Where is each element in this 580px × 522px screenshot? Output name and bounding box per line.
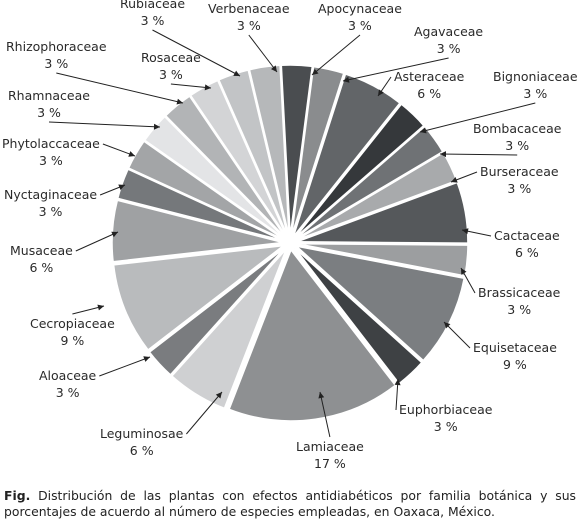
leader-arrowhead-leguminosae — [215, 392, 222, 399]
leader-arrowhead-lamiaceae — [318, 392, 325, 399]
leader-arrowhead-cactaceae — [462, 228, 469, 235]
pie-slice-apocynaceae — [280, 64, 314, 237]
leader-line-apocynaceae — [311, 34, 361, 76]
leader-arrowhead-asteraceae — [378, 89, 384, 96]
leader-line-rhizophoraceae — [56, 72, 184, 104]
slice-label-verbenaceae: Verbenaceae 3 % — [208, 1, 290, 33]
slice-label-rhamnaceae: Rhamnaceae 3 % — [8, 88, 90, 120]
leader-arrowhead-rhizophoraceae — [176, 98, 183, 105]
pie-slice-rhizophoraceae — [164, 95, 287, 239]
pie-slice-bignoniaceae — [294, 103, 425, 239]
leader-arrowhead-rubiaceae — [233, 70, 240, 76]
pie-slice-agavaceae — [290, 65, 345, 237]
slice-label-cecropiaceae: Cecropiaceae 9 % — [30, 316, 115, 348]
slice-label-equisetaceae: Equisetaceae 9 % — [473, 340, 557, 372]
slice-label-lamiaceae: Lamiaceae 17 % — [296, 439, 364, 470]
pie-slice-verbenaceae — [248, 64, 290, 237]
leader-arrowhead-brassicaceae — [461, 268, 467, 275]
leader-arrowhead-euphorbiaceae — [394, 379, 401, 386]
slice-label-asteraceae: Asteraceae 6 % — [394, 69, 465, 101]
slice-label-cactaceae: Cactaceae 6 % — [494, 228, 560, 260]
slice-label-apocynaceae: Apocynaceae 3 % — [318, 1, 402, 33]
slice-label-aloaceae: Aloaceae 3 % — [39, 368, 97, 400]
leader-arrowhead-rosaceae — [204, 84, 211, 91]
leader-arrowhead-bombacaceae — [440, 151, 446, 158]
leader-line-aloaceae — [99, 356, 151, 377]
caption-prefix: Fig. — [4, 488, 31, 503]
leader-line-bombacaceae — [439, 153, 518, 156]
leader-arrowhead-rhamnaceae — [153, 123, 160, 130]
pie-slice-phytolaccaceae — [127, 140, 285, 241]
slice-label-leguminosae: Leguminosae 6 % — [100, 426, 184, 458]
leader-arrowhead-aloaceae — [143, 356, 150, 362]
slice-label-rubiaceae: Rubiaceae 3 % — [120, 0, 185, 28]
leader-arrowhead-nyctaginaceae — [118, 184, 125, 190]
leader-arrowhead-cecropiaceae — [97, 304, 104, 311]
slice-label-bignoniaceae: Bignoniaceae 3 % — [493, 69, 578, 101]
leader-arrowhead-musaceae — [111, 231, 118, 238]
slice-label-brassicaceae: Brassicaceae 3 % — [478, 285, 561, 317]
leader-line-equisetaceae — [443, 321, 471, 349]
pie-slice-cecropiaceae — [112, 244, 287, 352]
leader-arrowhead-verbenaceae — [271, 65, 277, 72]
leader-arrowhead-apocynaceae — [312, 68, 319, 75]
pie-slice-musaceae — [111, 199, 284, 263]
leader-line-rubiaceae — [152, 29, 241, 77]
slice-label-rhizophoraceae: Rhizophoraceae 3 % — [6, 39, 107, 71]
pie-slice-asteraceae — [292, 73, 401, 238]
slice-label-musaceae: Musaceae 6 % — [10, 243, 73, 275]
leader-arrowhead-bignoniaceae — [420, 127, 427, 134]
pie-slice-bombacaceae — [295, 125, 444, 240]
leader-arrowhead-agavaceae — [343, 76, 350, 83]
pie-slice-equisetaceae — [293, 244, 466, 362]
leader-arrowhead-phytolaccaceae — [128, 151, 135, 157]
slice-label-nyctaginaceae: Nyctaginaceae 3 % — [4, 187, 97, 219]
pie-slice-nyctaginaceae — [116, 168, 284, 242]
pie-slices — [111, 64, 469, 422]
slice-label-burseraceae: Burseraceae 3 % — [480, 164, 559, 196]
pie-chart: Apocynaceae 3 % Agavaceae 3 % Asteraceae 6 % B… — [2, 0, 578, 470]
slice-label-phytolaccaceae: Phytolaccaceae 3 % — [2, 136, 100, 168]
slice-label-bombacaceae: Bombacaceae 3 % — [473, 121, 562, 153]
leader-line-verbenaceae — [248, 34, 278, 73]
leader-line-leguminosae — [186, 391, 223, 435]
pie-slice-lamiaceae — [228, 248, 397, 422]
figure-caption: Fig. Distribución de las plantas con efe… — [4, 488, 576, 520]
caption-text: Distribución de las plantas con efectos … — [4, 488, 576, 519]
pie-slice-leguminosae — [170, 248, 288, 410]
leader-line-lamiaceae — [319, 391, 331, 438]
leader-line-agavaceae — [342, 57, 449, 82]
pie-slice-aloaceae — [148, 247, 286, 376]
pie-chart-svg: Apocynaceae 3 % Agavaceae 3 %Asteraceae 6 %B… — [2, 0, 578, 470]
leader-arrowhead-burseraceae — [451, 177, 458, 183]
leader-line-rhamnaceae — [48, 121, 161, 128]
leader-arrowhead-equisetaceae — [444, 322, 451, 329]
slice-label-agavaceae: Agavaceae 3 % — [414, 24, 483, 56]
leader-line-rosaceae — [170, 83, 212, 89]
leader-line-bignoniaceae — [419, 102, 536, 133]
leader-line-musaceae — [75, 231, 119, 252]
slice-label-rosaceae: Rosaceae 3 % — [141, 50, 201, 82]
pie-slice-rubiaceae — [217, 69, 289, 237]
slice-label-euphorbiaceae: Euphorbiaceae 3 % — [399, 402, 493, 434]
